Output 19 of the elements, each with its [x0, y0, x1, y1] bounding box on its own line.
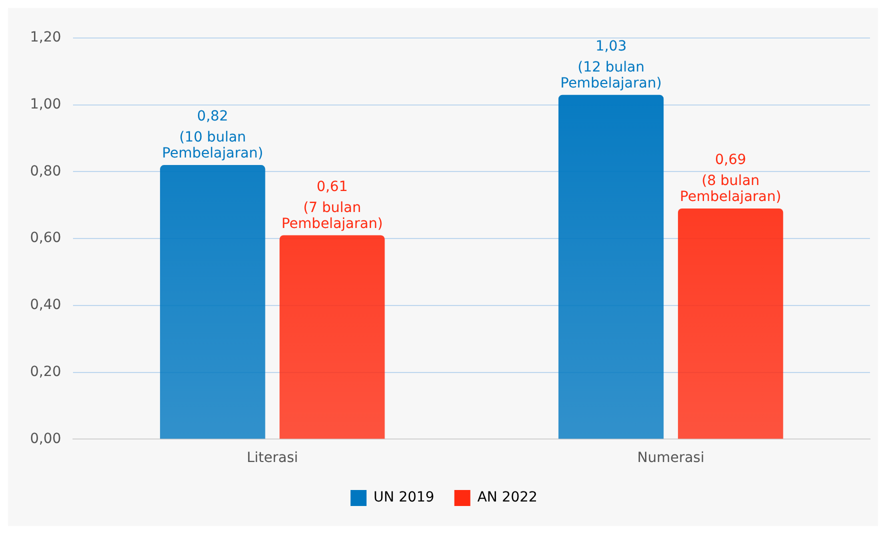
legend-label: AN 2022: [477, 490, 538, 506]
bar: [558, 94, 664, 439]
bar: [678, 208, 784, 439]
legend-label: UN 2019: [374, 490, 434, 506]
data-label: 1,03 (12 bulan Pembelajaran): [560, 38, 662, 92]
y-tick-label: 1,00: [30, 96, 62, 113]
y-tick-label: 0,40: [30, 297, 62, 314]
y-tick-label: 1,20: [30, 30, 62, 46]
y-tick-label: 0,60: [30, 230, 62, 246]
y-tick-label: 0,00: [30, 430, 62, 447]
x-tick-label: Literasi: [246, 450, 298, 466]
bar: [160, 165, 266, 439]
data-label: 0,61 (7 bulan Pembelajaran): [281, 178, 383, 232]
y-tick-label: 0,20: [30, 364, 62, 380]
y-tick-label: 0,80: [30, 163, 62, 180]
data-label: 0,69 (8 bulan Pembelajaran): [680, 152, 782, 206]
bar: [280, 235, 385, 439]
x-tick-label: Numerasi: [637, 450, 704, 466]
data-label: 0,82 (10 bulan Pembelajaran): [162, 108, 264, 162]
